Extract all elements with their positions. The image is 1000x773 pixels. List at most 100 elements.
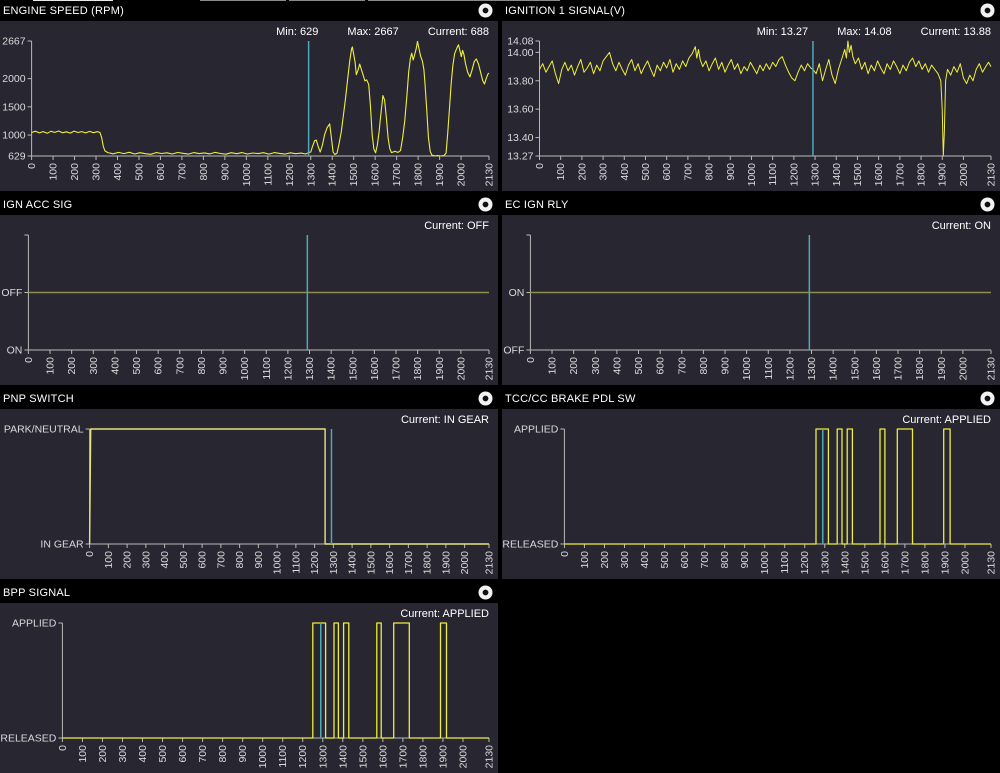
svg-text:800: 800 (234, 551, 246, 569)
svg-text:APPLIED: APPLIED (12, 618, 57, 630)
svg-text:300: 300 (598, 163, 610, 181)
record-target-icon[interactable] (980, 391, 995, 406)
panel-title: TCC/CC BRAKE PDL SW (505, 392, 636, 405)
svg-text:300: 300 (140, 551, 152, 569)
svg-text:300: 300 (117, 745, 129, 763)
record-target-icon[interactable] (478, 197, 493, 212)
svg-text:1600: 1600 (871, 357, 883, 381)
svg-text:1500: 1500 (347, 357, 359, 381)
svg-text:100: 100 (103, 551, 115, 569)
min-value: Min: 13.27 (756, 26, 809, 38)
record-target-icon[interactable] (478, 585, 493, 600)
svg-text:2000: 2000 (958, 163, 970, 187)
svg-text:1500: 1500 (348, 163, 360, 187)
svg-text:PARK/NEUTRAL: PARK/NEUTRAL (4, 424, 84, 436)
svg-text:1400: 1400 (831, 163, 843, 187)
stats-readout: Current: APPLIED (876, 414, 991, 426)
svg-text:0: 0 (26, 163, 38, 169)
svg-text:1400: 1400 (828, 357, 840, 381)
panel-tcc-cc-brake-pdl-sw: TCC/CC BRAKE PDL SW Current: APPLIED APP… (502, 388, 1000, 579)
svg-text:1700: 1700 (894, 163, 906, 187)
svg-text:800: 800 (198, 163, 210, 181)
svg-text:1000: 1000 (257, 745, 269, 769)
svg-text:0: 0 (559, 551, 571, 557)
svg-text:1900: 1900 (437, 745, 449, 769)
plot-area[interactable]: Current: APPLIED APPLIED RELEASED 0 100 200 3… (502, 409, 1000, 579)
panel-ec-ign-rly: EC IGN RLY Current: ON ON OFF 0 100 200 300 40… (502, 194, 1000, 385)
svg-text:900: 900 (219, 163, 231, 181)
plot-area[interactable]: Min: 13.27 Max: 14.08 Current: 13.88 14.… (502, 21, 1000, 191)
svg-text:1000: 1000 (241, 163, 253, 187)
record-target-icon[interactable] (478, 3, 493, 18)
svg-text:500: 500 (133, 163, 145, 181)
svg-text:1800: 1800 (914, 357, 926, 381)
svg-text:800: 800 (719, 551, 731, 569)
svg-text:500: 500 (640, 163, 652, 181)
svg-text:200: 200 (66, 357, 78, 375)
current-value: Current: IN GEAR (400, 414, 489, 426)
svg-text:1300: 1300 (806, 357, 818, 381)
signal-chart[interactable]: OFF ON0 100 200 300 400 500 600 700 800 900 1000 110… (0, 215, 498, 385)
svg-text:1800: 1800 (422, 551, 434, 575)
svg-text:1800: 1800 (413, 163, 425, 187)
svg-text:1100: 1100 (779, 551, 791, 574)
svg-text:1100: 1100 (763, 357, 775, 380)
svg-text:13.80: 13.80 (507, 75, 533, 87)
svg-text:300: 300 (88, 357, 100, 375)
svg-text:500: 500 (659, 551, 671, 569)
plot-area[interactable]: Current: ON ON OFF 0 100 200 300 400 500 600 700 8… (502, 215, 1000, 385)
svg-text:100: 100 (45, 357, 57, 375)
svg-text:1900: 1900 (936, 357, 948, 381)
svg-text:200: 200 (599, 551, 611, 569)
svg-text:2130: 2130 (484, 163, 496, 187)
stats-readout: Current: ON (906, 220, 991, 232)
plot-area[interactable]: Current: APPLIED APPLIED RELEASED 0 100 200 3… (0, 603, 498, 773)
svg-text:1800: 1800 (417, 745, 429, 769)
record-target-icon[interactable] (980, 3, 995, 18)
svg-text:400: 400 (159, 551, 171, 569)
stats-readout: Current: APPLIED (374, 608, 489, 620)
svg-text:900: 900 (253, 551, 265, 569)
record-target-icon[interactable] (980, 197, 995, 212)
svg-text:1300: 1300 (328, 551, 340, 575)
current-value: Current: APPLIED (902, 414, 991, 426)
svg-text:1900: 1900 (440, 551, 452, 575)
svg-text:200: 200 (97, 745, 109, 763)
plot-area[interactable]: Current: IN GEAR PARK/NEUTRAL IN GEAR 0 100… (0, 409, 498, 579)
plot-area[interactable]: Current: OFF OFF ON 0 100 200 300 400 500 600 700… (0, 215, 498, 385)
svg-text:1200: 1200 (799, 551, 811, 575)
plot-area[interactable]: Min: 629 Max: 2667 Current: 688 2667 2000… (0, 21, 498, 191)
svg-text:600: 600 (679, 551, 691, 569)
panel-title: PNP SWITCH (3, 392, 74, 405)
svg-text:1800: 1800 (916, 163, 928, 187)
panel-engine-speed: ENGINE SPEED (RPM) Min: 629 Max: 2667 Cu… (0, 0, 498, 191)
svg-text:1700: 1700 (899, 551, 911, 575)
panel-titlebar: PNP SWITCH (0, 388, 498, 409)
svg-text:2667: 2667 (2, 36, 26, 48)
panel-title: IGN ACC SIG (3, 198, 73, 211)
svg-text:700: 700 (197, 745, 209, 763)
current-value: Current: OFF (424, 220, 489, 232)
svg-text:0: 0 (525, 357, 537, 363)
svg-text:1100: 1100 (261, 357, 273, 380)
svg-text:1700: 1700 (893, 357, 905, 381)
svg-text:0: 0 (57, 745, 69, 751)
svg-text:700: 700 (176, 163, 188, 181)
svg-text:900: 900 (739, 551, 751, 569)
record-target-icon[interactable] (478, 391, 493, 406)
svg-text:200: 200 (576, 163, 588, 181)
svg-text:600: 600 (155, 163, 167, 181)
svg-text:2000: 2000 (455, 357, 467, 381)
svg-text:0: 0 (534, 163, 546, 169)
max-value: Max: 14.08 (837, 26, 892, 38)
svg-text:IN GEAR: IN GEAR (40, 539, 84, 551)
svg-text:300: 300 (91, 163, 103, 181)
